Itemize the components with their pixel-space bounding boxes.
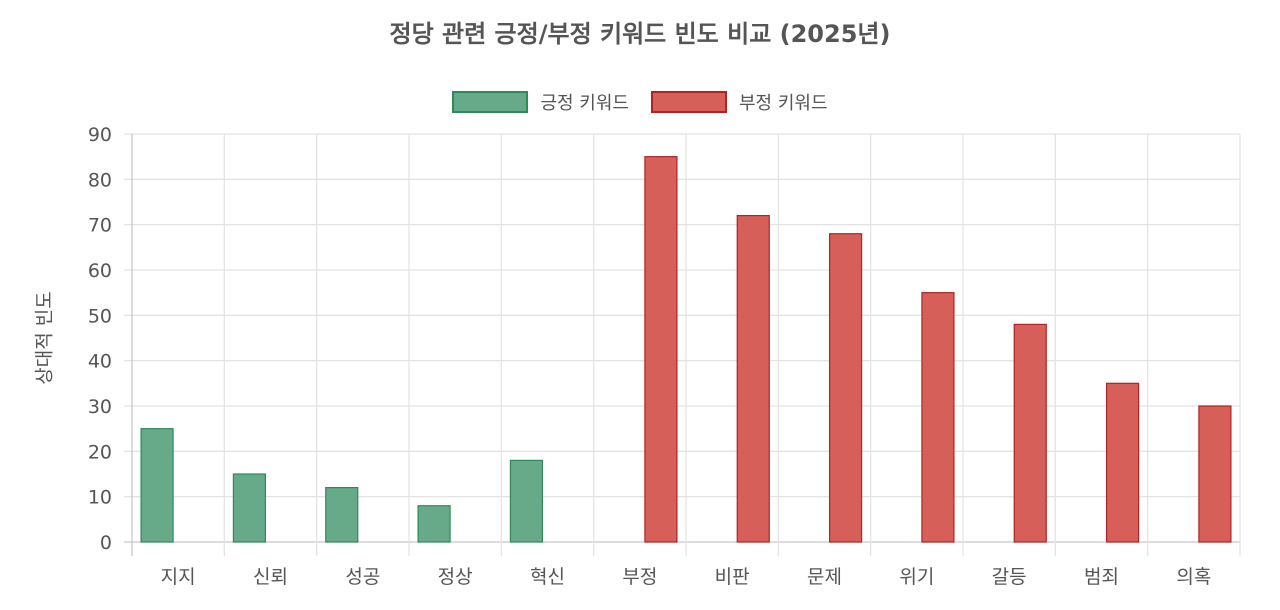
x-tick-label: 성공 bbox=[345, 566, 380, 588]
legend-label-positive: 긍정 키워드 bbox=[540, 93, 629, 114]
legend-item-negative[interactable]: 부정 키워드 bbox=[651, 89, 828, 115]
legend-label-negative: 부정 키워드 bbox=[739, 93, 828, 114]
x-tick-label: 비판 bbox=[715, 566, 750, 588]
x-tick-label: 갈등 bbox=[992, 566, 1027, 588]
x-tick-label: 위기 bbox=[899, 566, 934, 588]
bars bbox=[140, 156, 1232, 543]
y-tick-label: 30 bbox=[88, 396, 112, 418]
x-tick-label: 의혹 bbox=[1176, 566, 1211, 588]
y-tick-label: 40 bbox=[88, 351, 112, 373]
bar-의혹[interactable] bbox=[1198, 405, 1232, 543]
chart-title: 정당 관련 긍정/부정 키워드 빈도 비교 (2025년) bbox=[389, 20, 891, 48]
x-tick-label: 신뢰 bbox=[253, 566, 288, 588]
x-tick-label: 혁신 bbox=[530, 566, 565, 588]
bar-위기[interactable] bbox=[921, 292, 955, 543]
y-axis-ticks: 0 10 20 30 40 50 60 70 80 90 bbox=[88, 124, 112, 554]
y-tick-label: 80 bbox=[88, 169, 112, 191]
x-tick-label: 정상 bbox=[438, 566, 473, 588]
y-tick-label: 70 bbox=[88, 215, 112, 237]
bar-부정[interactable] bbox=[644, 156, 678, 543]
x-tick-label: 범죄 bbox=[1084, 566, 1119, 588]
gridlines bbox=[124, 133, 1241, 556]
y-tick-label: 20 bbox=[88, 441, 112, 463]
x-tick-label: 문제 bbox=[807, 566, 842, 588]
legend-swatch-positive bbox=[452, 91, 529, 113]
y-tick-label: 10 bbox=[88, 487, 112, 509]
legend-item-positive[interactable]: 긍정 키워드 bbox=[452, 89, 629, 115]
bar-정상[interactable] bbox=[417, 505, 451, 543]
x-tick-label: 지지 bbox=[161, 566, 196, 588]
bar-갈등[interactable] bbox=[1013, 323, 1047, 543]
bar-성공[interactable] bbox=[325, 487, 359, 543]
y-tick-label: 60 bbox=[88, 260, 112, 282]
y-tick-label: 50 bbox=[88, 305, 112, 327]
y-tick-label: 90 bbox=[88, 124, 112, 146]
bar-신뢰[interactable] bbox=[232, 473, 267, 543]
bar-지지[interactable] bbox=[140, 428, 174, 543]
bar-비판[interactable] bbox=[736, 215, 770, 543]
legend: 긍정 키워드 부정 키워드 bbox=[0, 89, 1280, 115]
bar-문제[interactable] bbox=[828, 233, 863, 543]
bar-혁신[interactable] bbox=[509, 459, 544, 543]
x-axis-ticks: 지지 신뢰 성공 정상 혁신 부정 비판 문제 위기 갈등 범죄 의혹 bbox=[161, 566, 1212, 588]
x-tick-label: 부정 bbox=[622, 566, 657, 588]
y-tick-label: 0 bbox=[100, 532, 112, 554]
legend-swatch-negative bbox=[651, 91, 727, 113]
bar-범죄[interactable] bbox=[1105, 382, 1140, 543]
